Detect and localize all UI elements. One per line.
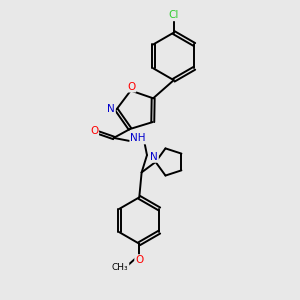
Text: CH₃: CH₃	[112, 263, 128, 272]
Text: Cl: Cl	[169, 11, 179, 20]
Text: N: N	[150, 152, 158, 162]
Text: O: O	[127, 82, 135, 92]
Text: O: O	[90, 126, 98, 136]
Text: O: O	[135, 255, 143, 265]
Text: N: N	[107, 104, 115, 114]
Text: NH: NH	[130, 134, 146, 143]
